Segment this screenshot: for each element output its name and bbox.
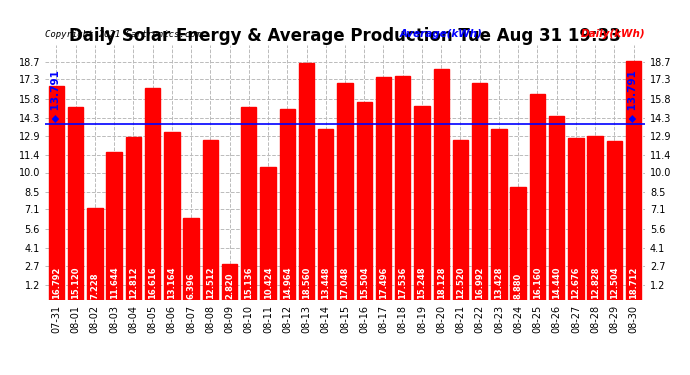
- Text: 14.964: 14.964: [283, 266, 292, 299]
- Bar: [164, 132, 179, 300]
- Text: 15.248: 15.248: [417, 266, 426, 299]
- Bar: [184, 219, 199, 300]
- Bar: [126, 136, 141, 300]
- Text: 12.504: 12.504: [610, 266, 619, 299]
- Bar: [530, 94, 545, 300]
- Text: 16.160: 16.160: [533, 266, 542, 299]
- Text: 12.520: 12.520: [456, 266, 465, 299]
- Text: Copyright 2021 Cartronics.com: Copyright 2021 Cartronics.com: [45, 30, 201, 39]
- Text: 18.128: 18.128: [437, 266, 446, 299]
- Text: 7.228: 7.228: [90, 272, 99, 299]
- Text: 8.880: 8.880: [513, 273, 522, 299]
- Bar: [395, 76, 411, 300]
- Text: 17.536: 17.536: [398, 266, 407, 299]
- Text: 13.428: 13.428: [495, 266, 504, 299]
- Text: 14.440: 14.440: [552, 266, 561, 299]
- Bar: [491, 129, 506, 300]
- Bar: [318, 129, 333, 300]
- Bar: [279, 109, 295, 300]
- Bar: [145, 88, 160, 300]
- Text: 17.496: 17.496: [379, 266, 388, 299]
- Text: Daily(kWh): Daily(kWh): [580, 29, 645, 39]
- Text: Average(kWh): Average(kWh): [400, 29, 483, 39]
- Text: 11.644: 11.644: [110, 266, 119, 299]
- Text: ◆ 13.791: ◆ 13.791: [50, 70, 61, 122]
- Text: 15.504: 15.504: [359, 266, 368, 299]
- Bar: [626, 62, 641, 300]
- Bar: [568, 138, 584, 300]
- Bar: [299, 63, 314, 300]
- Title: Daily Solar Energy & Average Production Tue Aug 31 19:33: Daily Solar Energy & Average Production …: [69, 27, 621, 45]
- Text: 12.812: 12.812: [129, 266, 138, 299]
- Text: 15.136: 15.136: [244, 266, 253, 299]
- Text: 17.048: 17.048: [340, 267, 350, 299]
- Bar: [453, 140, 468, 300]
- Text: 15.120: 15.120: [71, 266, 80, 299]
- Bar: [106, 152, 122, 300]
- Bar: [376, 77, 391, 300]
- Bar: [241, 107, 257, 300]
- Text: 2.820: 2.820: [225, 272, 234, 299]
- Text: 12.512: 12.512: [206, 266, 215, 299]
- Bar: [222, 264, 237, 300]
- Text: 12.676: 12.676: [571, 266, 580, 299]
- Text: 18.560: 18.560: [302, 266, 311, 299]
- Bar: [203, 141, 218, 300]
- Bar: [472, 83, 487, 300]
- Text: 16.616: 16.616: [148, 266, 157, 299]
- Bar: [433, 69, 449, 300]
- Text: ◆ 13.791: ◆ 13.791: [628, 70, 638, 122]
- Bar: [414, 106, 430, 300]
- Bar: [511, 187, 526, 300]
- Bar: [87, 208, 103, 300]
- Text: 18.712: 18.712: [629, 266, 638, 299]
- Text: 16.792: 16.792: [52, 266, 61, 299]
- Text: 16.992: 16.992: [475, 266, 484, 299]
- Text: 13.164: 13.164: [168, 266, 177, 299]
- Text: 10.424: 10.424: [264, 266, 273, 299]
- Bar: [357, 102, 372, 300]
- Text: 12.828: 12.828: [591, 266, 600, 299]
- Bar: [68, 107, 83, 300]
- Bar: [607, 141, 622, 300]
- Bar: [337, 82, 353, 300]
- Text: 13.448: 13.448: [322, 266, 331, 299]
- Text: 6.396: 6.396: [186, 272, 195, 299]
- Bar: [549, 116, 564, 300]
- Bar: [587, 136, 603, 300]
- Bar: [260, 167, 276, 300]
- Bar: [49, 86, 64, 300]
